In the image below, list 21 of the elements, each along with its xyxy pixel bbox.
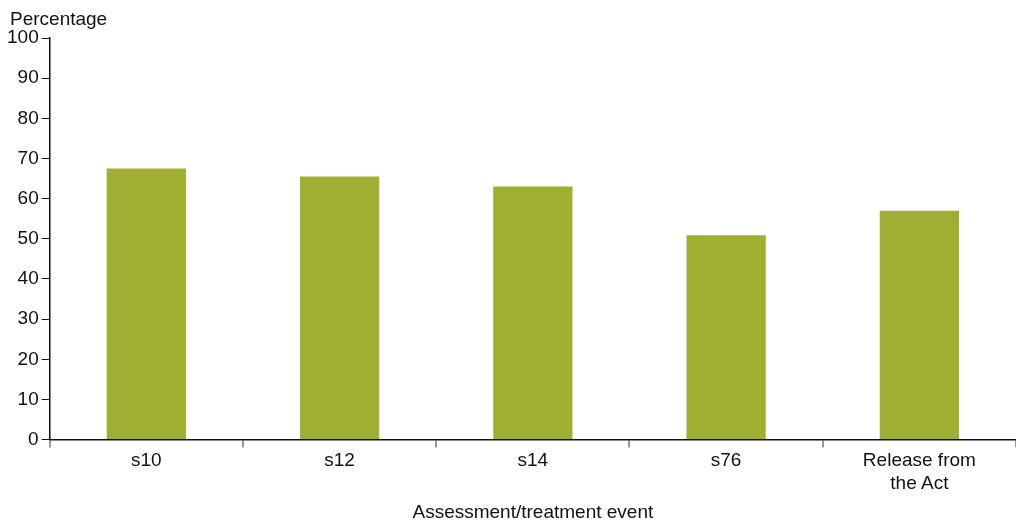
y-tick-label: 20: [17, 347, 39, 369]
x-tick-label: s10: [131, 449, 162, 471]
x-tick-label: s76: [710, 449, 742, 471]
y-tick-label: 50: [17, 227, 39, 249]
bar: [493, 186, 573, 440]
bar: [106, 168, 186, 440]
y-tick-label: 10: [17, 387, 39, 409]
bar: [686, 235, 766, 440]
x-axis-title: Assessment/treatment event: [412, 500, 654, 522]
y-tick-label: 80: [17, 106, 39, 128]
y-tick-label: 30: [17, 307, 39, 329]
bar: [299, 176, 380, 440]
y-tick-label: 60: [17, 186, 39, 208]
y-tick-label: 70: [17, 146, 39, 168]
x-tick-label: Release from the Act: [862, 449, 976, 494]
bar: [879, 210, 959, 440]
y-tick-label: 40: [17, 267, 39, 289]
y-tick-label: 0: [28, 427, 39, 449]
y-tick-label: 90: [17, 66, 39, 88]
x-tick-label: s12: [324, 449, 355, 471]
x-tick-label: s14: [517, 449, 549, 471]
